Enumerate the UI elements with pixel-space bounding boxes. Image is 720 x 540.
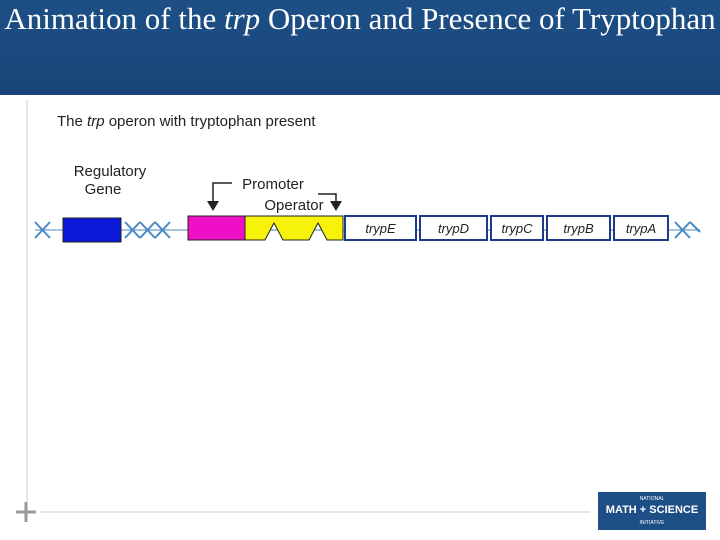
title-bar bbox=[0, 0, 720, 95]
gene-group: trypE trypD trypC trypB trypA bbox=[344, 215, 669, 241]
gene-label: trypD bbox=[438, 221, 469, 236]
figure-caption: The trp operon with tryptophan present bbox=[57, 113, 316, 130]
gene-label: trypE bbox=[365, 221, 396, 236]
promoter bbox=[187, 215, 246, 241]
arrow-head bbox=[207, 201, 219, 211]
label: Operator bbox=[264, 197, 323, 214]
gene-label: trypC bbox=[501, 221, 533, 236]
operator bbox=[244, 215, 344, 241]
gene-box bbox=[613, 215, 669, 241]
gene-label: trypA bbox=[626, 221, 656, 236]
gene-box bbox=[546, 215, 611, 241]
gene-box bbox=[344, 215, 417, 241]
gene-box bbox=[490, 215, 544, 241]
arrow-head bbox=[330, 201, 342, 211]
label: Regulatory bbox=[74, 163, 147, 180]
gene-label: trypB bbox=[563, 221, 594, 236]
title-text: Animation of the bbox=[4, 1, 217, 36]
logo bbox=[598, 492, 706, 530]
logo-text: INITIATIVE bbox=[640, 520, 666, 526]
label: Promoter bbox=[242, 176, 304, 193]
logo-text: NATIONAL bbox=[640, 496, 665, 502]
regulatory-gene bbox=[62, 217, 122, 243]
label: Gene bbox=[85, 181, 122, 198]
title-text: Operon and Presence of Tryptophan bbox=[267, 1, 716, 36]
logo-text: MATH + SCIENCE bbox=[606, 504, 698, 516]
caption-text: trp bbox=[87, 113, 105, 130]
title-text: trp bbox=[223, 1, 261, 36]
plus-icon bbox=[16, 502, 36, 522]
slide-title: Animation of the trp Operon and Presence… bbox=[0, 0, 720, 38]
gene-box bbox=[419, 215, 488, 241]
arrow bbox=[212, 182, 232, 205]
caption-text: The bbox=[57, 113, 83, 130]
caption-text: operon with tryptophan present bbox=[109, 113, 317, 130]
